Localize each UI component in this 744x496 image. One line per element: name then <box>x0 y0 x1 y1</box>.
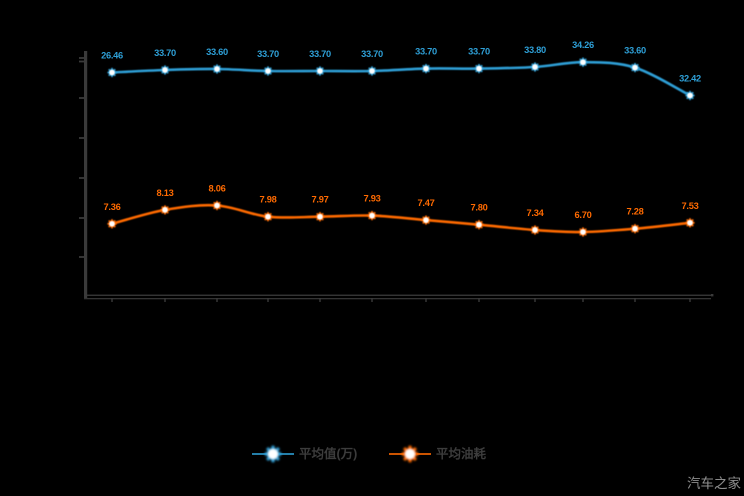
svg-text:8.06: 8.06 <box>209 184 226 194</box>
svg-text:32.42: 32.42 <box>679 74 701 84</box>
svg-text:7.98: 7.98 <box>260 195 277 205</box>
svg-text:33.70: 33.70 <box>257 49 279 59</box>
svg-text:33.70: 33.70 <box>415 47 437 57</box>
svg-text:7.80: 7.80 <box>471 203 488 213</box>
svg-text:33.70: 33.70 <box>361 49 383 59</box>
svg-text:6.70: 6.70 <box>575 210 592 220</box>
svg-text:平均油耗: 平均油耗 <box>436 446 487 461</box>
svg-text:7.36: 7.36 <box>104 202 121 212</box>
svg-text:33.70: 33.70 <box>468 47 490 57</box>
svg-text:8.13: 8.13 <box>157 188 174 198</box>
svg-text:平均值(万): 平均值(万) <box>299 446 357 461</box>
svg-text:7.97: 7.97 <box>312 195 329 205</box>
svg-text:汽车之家: 汽车之家 <box>687 475 741 491</box>
svg-text:33.60: 33.60 <box>206 47 228 57</box>
svg-text:7.47: 7.47 <box>418 198 435 208</box>
svg-text:33.70: 33.70 <box>154 48 176 58</box>
svg-text:33.80: 33.80 <box>524 45 546 55</box>
svg-text:33.70: 33.70 <box>309 49 331 59</box>
svg-text:7.34: 7.34 <box>527 208 545 218</box>
svg-text:34.26: 34.26 <box>572 40 594 50</box>
svg-text:7.53: 7.53 <box>682 201 699 211</box>
svg-text:7.93: 7.93 <box>364 194 381 204</box>
svg-text:7.28: 7.28 <box>627 207 644 217</box>
svg-text:33.60: 33.60 <box>624 46 646 56</box>
svg-text:26.46: 26.46 <box>101 51 123 61</box>
